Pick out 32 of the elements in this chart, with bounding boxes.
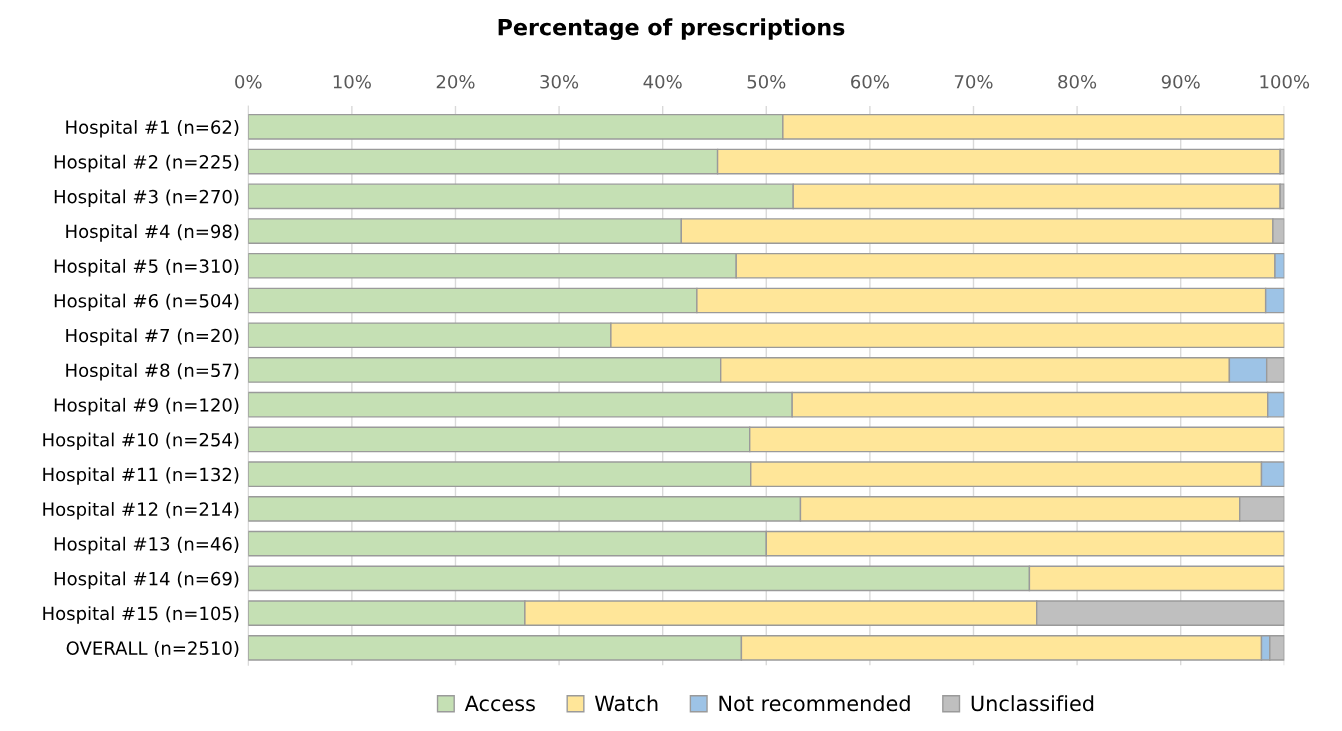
y-tick-label: Hospital #10 (n=254) <box>43 432 239 451</box>
legend-label: Watch <box>594 695 658 712</box>
y-tick-label: Hospital #8 (n=57) <box>66 363 239 381</box>
x-tick-label: 40% <box>643 74 682 89</box>
x-tick-label: 20% <box>436 74 475 89</box>
x-tick-label: 60% <box>851 74 889 89</box>
y-tick-label: Hospital #2 (n=225) <box>54 154 239 173</box>
y-tick-label: Hospital #15 (n=105) <box>43 606 239 624</box>
x-tick-label: 80% <box>1058 74 1097 89</box>
legend-label: Unclassified <box>971 695 1094 712</box>
legend-label: Access <box>464 695 535 712</box>
y-tick-label: Hospital #12 (n=214) <box>43 502 239 520</box>
y-tick-label: Hospital #5 (n=310) <box>54 258 239 277</box>
x-tick-label: 50% <box>747 74 786 89</box>
y-tick-label: Hospital #7 (n=20) <box>66 328 239 346</box>
x-tick-label: 10% <box>333 74 371 89</box>
legend-label: Not recommended <box>719 695 910 712</box>
x-tick-label: 100% <box>1260 74 1310 89</box>
y-tick-label: Hospital #6 (n=504) <box>54 293 239 312</box>
y-tick-label: Hospital #4 (n=98) <box>66 224 239 242</box>
x-tick-label: 90% <box>1161 74 1200 89</box>
y-tick-label: Hospital #1 (n=62) <box>66 119 239 138</box>
x-tick-label: 70% <box>954 74 993 89</box>
y-tick-label: Hospital #9 (n=120) <box>54 397 239 416</box>
x-tick-label: 0% <box>235 74 262 89</box>
y-tick-label: OVERALL (n=2510) <box>66 641 239 658</box>
y-tick-label: Hospital #14 (n=69) <box>54 571 239 589</box>
y-tick-label: Hospital #13 (n=46) <box>54 536 239 555</box>
y-tick-label: Hospital #11 (n=132) <box>43 467 239 485</box>
chart-title: Percentage of prescriptions <box>498 18 845 40</box>
x-tick-label: 30% <box>540 74 579 89</box>
y-tick-label: Hospital #3 (n=270) <box>54 189 239 207</box>
